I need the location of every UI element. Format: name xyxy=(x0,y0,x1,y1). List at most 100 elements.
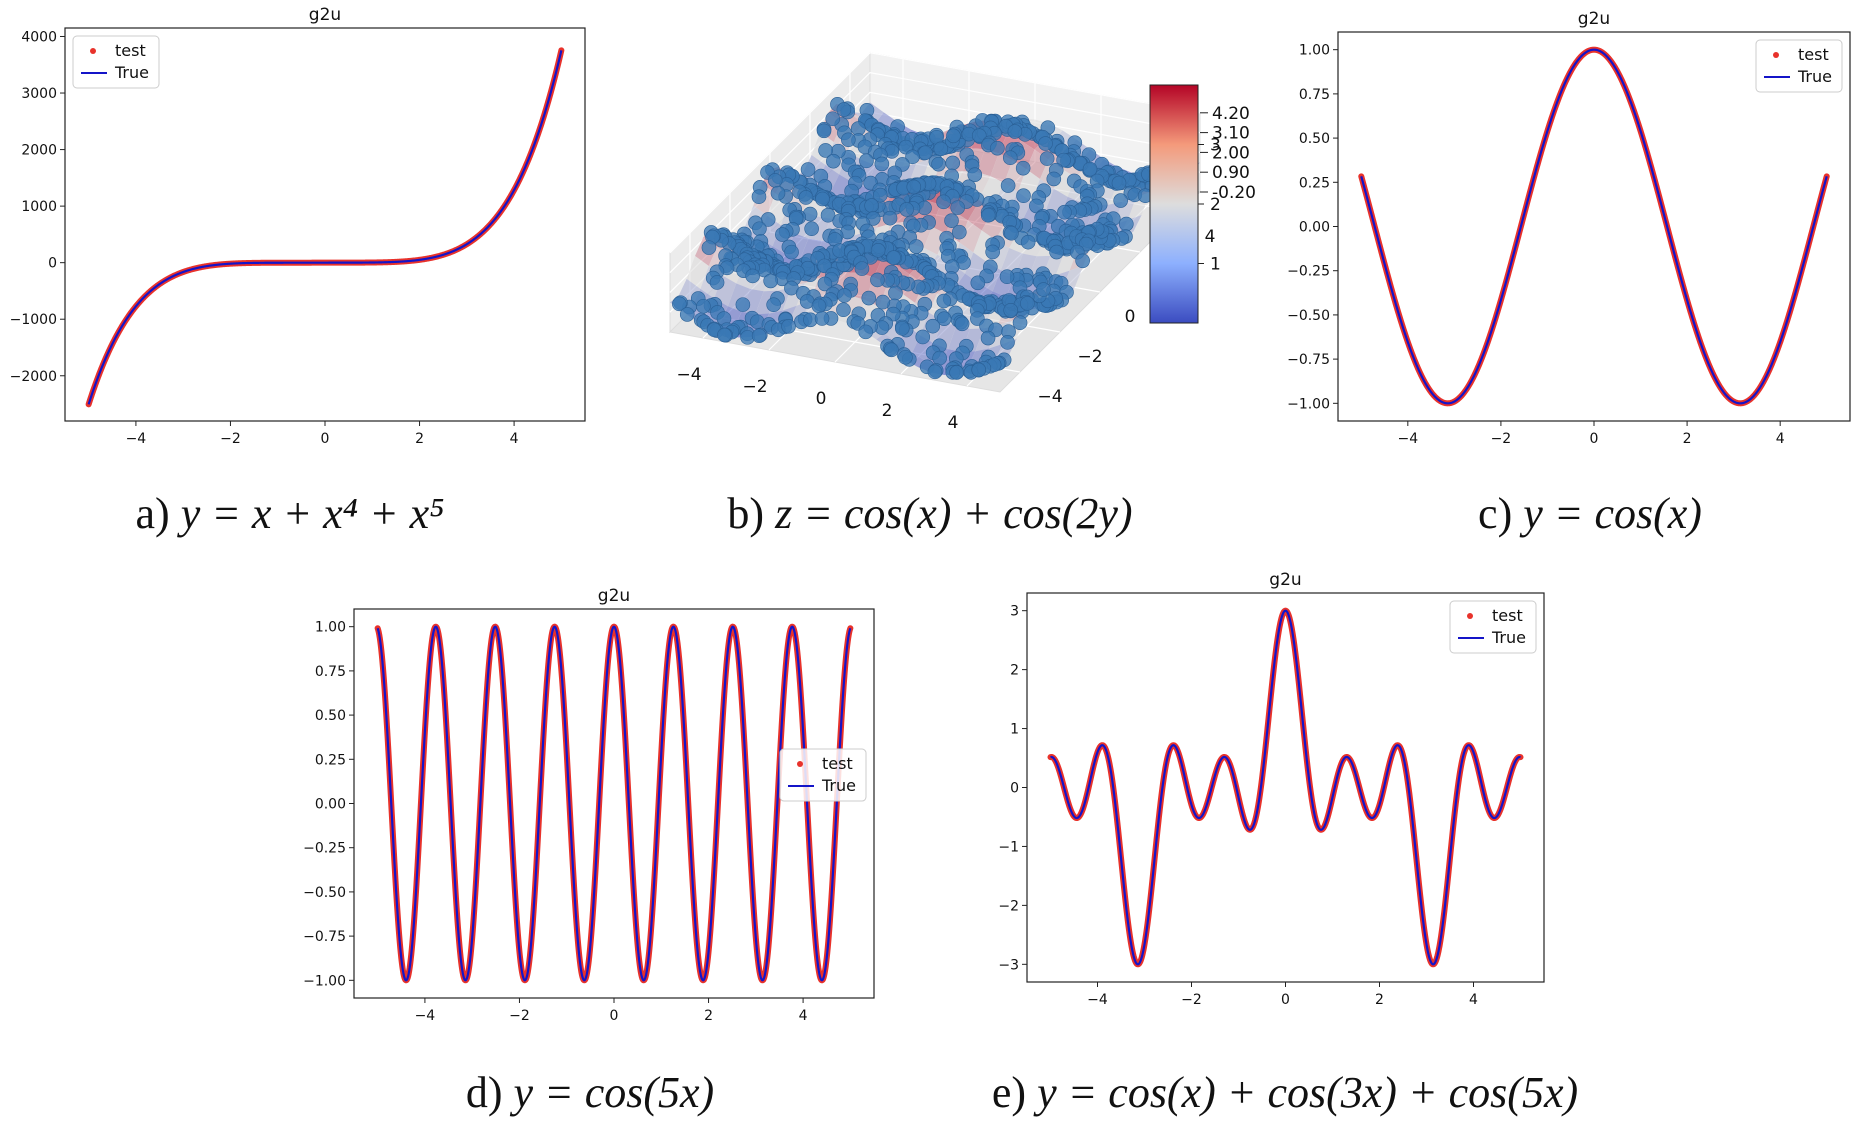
z-tick-label: -0.20 xyxy=(1212,183,1256,203)
scatter-point xyxy=(854,261,870,276)
x-tick-label: 4 xyxy=(1776,431,1785,447)
caption-d-math: y = cos(5x) xyxy=(513,1068,715,1117)
scatter-point xyxy=(946,128,961,144)
scatter-point xyxy=(745,268,760,284)
surface-patch xyxy=(727,283,750,312)
scatter-point xyxy=(672,296,687,312)
scatter-point xyxy=(1015,160,1031,176)
legend-label-test: test xyxy=(1798,45,1829,64)
surface-patch xyxy=(976,149,999,177)
scatter-point xyxy=(870,272,885,288)
scatter-point xyxy=(936,293,952,309)
chart-title: g2u xyxy=(598,586,630,606)
y-tick-label: 4 xyxy=(1205,227,1216,247)
scatter-point xyxy=(980,330,996,346)
scatter-point xyxy=(915,329,931,345)
y-tick-label: 0 xyxy=(1010,781,1019,797)
scatter-point xyxy=(899,202,914,217)
scatter-point xyxy=(888,285,903,301)
y-tick-label: 0.50 xyxy=(315,708,346,724)
scatter-point xyxy=(952,224,967,240)
scatter-point xyxy=(870,243,886,258)
scatter-point xyxy=(980,207,996,223)
x-tick-label: 4 xyxy=(948,413,959,433)
y-tick-label: 0.50 xyxy=(1299,131,1330,147)
panel-c: g2u −1.00 −0.75 −0.50 −0.25 0.00 0.25 0.50 0.75 1… xyxy=(1270,0,1866,450)
scatter-point xyxy=(886,250,901,265)
scatter-point xyxy=(837,288,852,303)
scatter-point xyxy=(1020,296,1035,311)
scatter-point xyxy=(763,273,778,289)
caption-c: c) y = cos(x) xyxy=(1380,488,1800,539)
legend-label-true: True xyxy=(114,63,149,82)
scatter-point xyxy=(1119,216,1134,232)
caption-a: a) y = x + x⁴ + x⁵ xyxy=(60,488,520,539)
x-tick-label: 0 xyxy=(1590,431,1599,447)
scatter-point xyxy=(985,244,1000,260)
legend: test True xyxy=(779,748,867,802)
panel-e: g2u −3 −2 −1 0 1 2 3 −4 −2 0 2 4 test True xyxy=(975,560,1575,1035)
y-tick-label: −2000 xyxy=(10,369,57,385)
legend-label-test: test xyxy=(115,41,146,60)
scatter-point xyxy=(858,324,874,340)
y-tick-label: 3 xyxy=(1010,604,1019,620)
x-tick-label: −4 xyxy=(126,431,147,447)
y-tick-label: 0.25 xyxy=(315,752,346,768)
scatter-point xyxy=(894,321,910,336)
scatter-point xyxy=(944,213,959,228)
scatter-point xyxy=(906,179,922,195)
chart-title: g2u xyxy=(1578,9,1610,29)
caption-b: b) z = cos(x) + cos(2y) xyxy=(700,488,1160,539)
grid-line xyxy=(669,71,1201,274)
y-tick-label: 1.00 xyxy=(1299,43,1330,59)
legend-label-true: True xyxy=(821,776,856,795)
scatter-point xyxy=(817,276,833,292)
x-tick-label: 2 xyxy=(1375,992,1384,1008)
scatter-point xyxy=(932,350,947,366)
grid-line xyxy=(669,91,1201,293)
scatter-point xyxy=(1002,150,1018,166)
scatter-point xyxy=(751,189,767,205)
scatter-point xyxy=(864,198,879,213)
scatter-point xyxy=(1049,244,1064,260)
x-tick-label: 2 xyxy=(704,1008,713,1024)
x-tick-label: −4 xyxy=(1087,992,1108,1008)
legend-label-true: True xyxy=(1491,628,1526,647)
scatter-point xyxy=(954,316,970,332)
series-true xyxy=(376,625,852,982)
y-tick-label: −0.75 xyxy=(303,929,346,945)
series-test xyxy=(85,47,565,408)
chart-title: g2u xyxy=(1269,570,1301,590)
scatter-point xyxy=(818,143,833,158)
surface-patch xyxy=(714,275,737,307)
y-tick-label: 1000 xyxy=(21,199,57,215)
scatter-point xyxy=(971,128,987,143)
scatter-point xyxy=(767,173,783,188)
x-tick-label: −4 xyxy=(1397,431,1418,447)
caption-b-prefix: b) xyxy=(727,489,776,538)
x-tick-label: 0 xyxy=(610,1008,619,1024)
chart-c: g2u −1.00 −0.75 −0.50 −0.25 0.00 0.25 0.50 0.75 1… xyxy=(1287,9,1851,447)
scatter-point xyxy=(804,221,819,237)
scatter-point xyxy=(908,239,924,254)
y-tick-label: −0.25 xyxy=(1287,264,1330,280)
legend: test True xyxy=(72,35,160,89)
x-tick-label: 2 xyxy=(415,431,424,447)
x-tick-label: −4 xyxy=(415,1008,436,1024)
y-tick-label: 2 xyxy=(1010,663,1019,679)
scatter-points xyxy=(672,97,1197,380)
panel-d: g2u −1.00 −0.75 −0.50 −0.25 0.00 0.25 0.50 0.75 1… xyxy=(290,575,890,1045)
scatter-point xyxy=(1003,302,1019,318)
scatter-point xyxy=(836,102,852,117)
caption-d-prefix: d) xyxy=(465,1068,514,1117)
legend-marker-test xyxy=(90,48,96,54)
y-tick-label: 1 xyxy=(1010,722,1019,738)
scatter-point xyxy=(927,364,943,380)
scatter-point xyxy=(766,297,781,313)
scatter-point xyxy=(1056,152,1071,168)
scatter-point xyxy=(1075,253,1090,269)
y-tick-label: 0.75 xyxy=(315,664,346,680)
scatter-point xyxy=(971,362,987,378)
y-tick-label: 4000 xyxy=(21,29,57,45)
